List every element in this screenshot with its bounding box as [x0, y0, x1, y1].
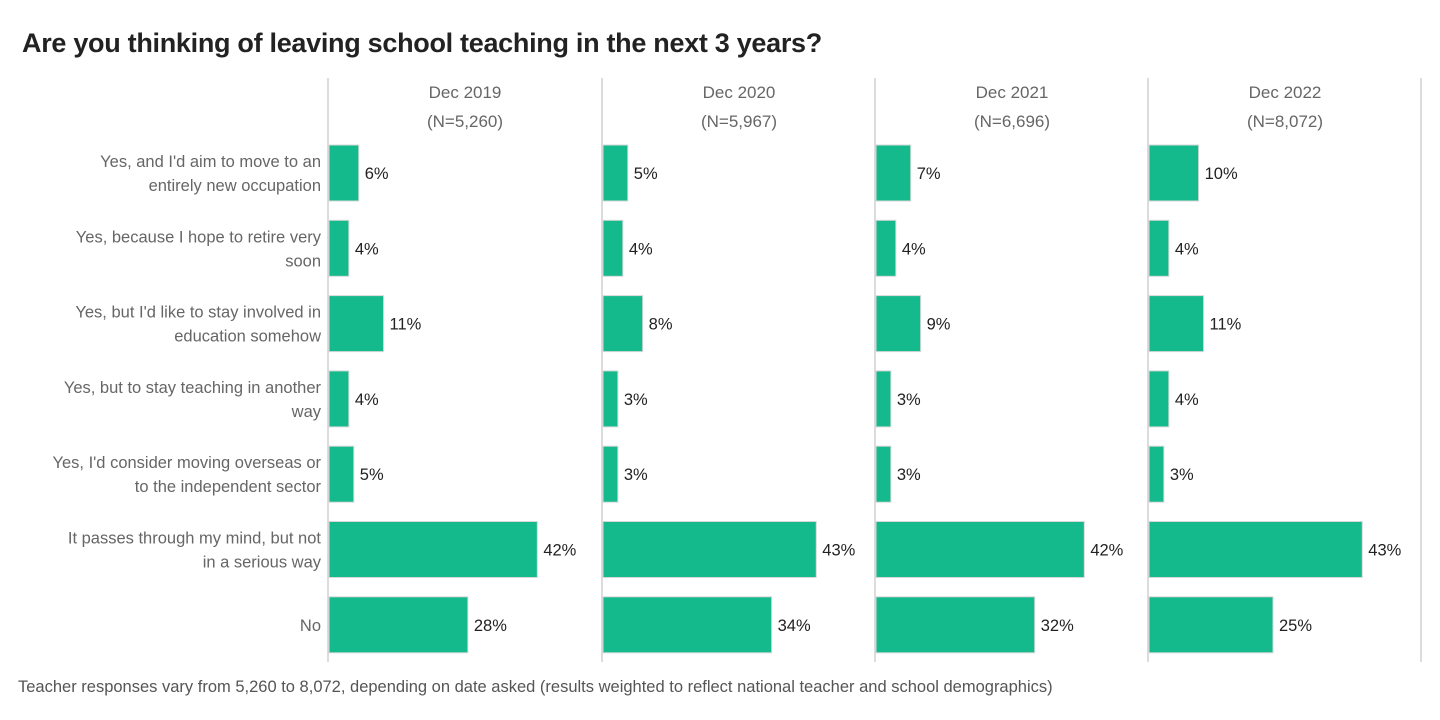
data-label: 32%	[1041, 617, 1074, 635]
data-label: 43%	[822, 542, 855, 560]
bar	[602, 144, 629, 202]
data-label: 3%	[897, 466, 921, 484]
bar	[1148, 445, 1165, 503]
data-label: 5%	[634, 165, 658, 183]
bar	[1148, 219, 1170, 277]
panel-header: Dec 2021	[976, 83, 1049, 102]
panel-sample-size: (N=5,967)	[701, 112, 777, 131]
data-label: 6%	[365, 165, 389, 183]
bar	[875, 445, 892, 503]
category-label: way	[291, 403, 322, 421]
bar	[875, 370, 892, 428]
bar	[328, 370, 350, 428]
bar	[875, 219, 897, 277]
bar	[875, 521, 1085, 578]
data-label: 4%	[355, 240, 379, 258]
category-label: It passes through my mind, but not	[68, 530, 322, 548]
data-label: 4%	[902, 240, 926, 258]
category-label: entirely new occupation	[149, 177, 321, 195]
bar	[1148, 370, 1170, 428]
bar	[875, 144, 912, 202]
data-label: 43%	[1368, 542, 1401, 560]
data-label: 3%	[624, 466, 648, 484]
bar	[328, 521, 538, 578]
panel-sample-size: (N=6,696)	[974, 112, 1050, 131]
data-label: 7%	[917, 165, 941, 183]
category-label: Yes, and I'd aim to move to an	[100, 153, 321, 171]
category-label: Yes, I'd consider moving overseas or	[52, 454, 321, 472]
bar	[602, 370, 619, 428]
data-label: 42%	[543, 542, 576, 560]
category-label: Yes, because I hope to retire very	[76, 228, 322, 246]
data-label: 4%	[1175, 391, 1199, 409]
panel-sample-size: (N=8,072)	[1247, 112, 1323, 131]
data-label: 11%	[390, 316, 422, 334]
bar	[875, 596, 1036, 654]
data-label: 9%	[927, 316, 951, 334]
bar	[1148, 596, 1274, 654]
bar	[1148, 295, 1205, 353]
data-label: 4%	[629, 240, 653, 258]
data-label: 34%	[778, 617, 811, 635]
data-label: 8%	[649, 316, 673, 334]
bar	[602, 445, 619, 503]
category-label: Yes, but I'd like to stay involved in	[75, 304, 321, 322]
category-label: education somehow	[174, 328, 321, 346]
bar	[602, 219, 624, 277]
chart-title: Are you thinking of leaving school teach…	[22, 28, 822, 58]
panel-header: Dec 2019	[429, 83, 502, 102]
category-label: No	[300, 617, 321, 635]
data-label: 5%	[360, 466, 384, 484]
bar	[328, 219, 350, 277]
bar	[328, 295, 385, 353]
panel-header: Dec 2022	[1249, 83, 1322, 102]
data-label: 3%	[624, 391, 648, 409]
data-label: 28%	[474, 617, 507, 635]
bar	[1148, 144, 1200, 202]
bar	[875, 295, 922, 353]
bar	[328, 144, 360, 202]
data-label: 10%	[1205, 165, 1238, 183]
bar	[328, 445, 355, 503]
category-label: in a serious way	[203, 554, 322, 572]
chart-footnote: Teacher responses vary from 5,260 to 8,0…	[18, 678, 1053, 696]
bar	[1148, 521, 1363, 578]
category-label: Yes, but to stay teaching in another	[64, 379, 322, 397]
panel-sample-size: (N=5,260)	[427, 112, 503, 131]
panel-header: Dec 2020	[703, 83, 776, 102]
data-label: 11%	[1210, 316, 1242, 334]
bar	[602, 295, 644, 353]
category-label: soon	[285, 252, 321, 270]
bar	[602, 521, 817, 578]
data-label: 4%	[355, 391, 379, 409]
bar	[602, 596, 773, 654]
data-label: 3%	[1170, 466, 1194, 484]
data-label: 25%	[1279, 617, 1312, 635]
category-label: to the independent sector	[135, 478, 322, 496]
data-label: 4%	[1175, 240, 1199, 258]
data-label: 42%	[1090, 542, 1123, 560]
data-label: 3%	[897, 391, 921, 409]
bar	[328, 596, 469, 654]
